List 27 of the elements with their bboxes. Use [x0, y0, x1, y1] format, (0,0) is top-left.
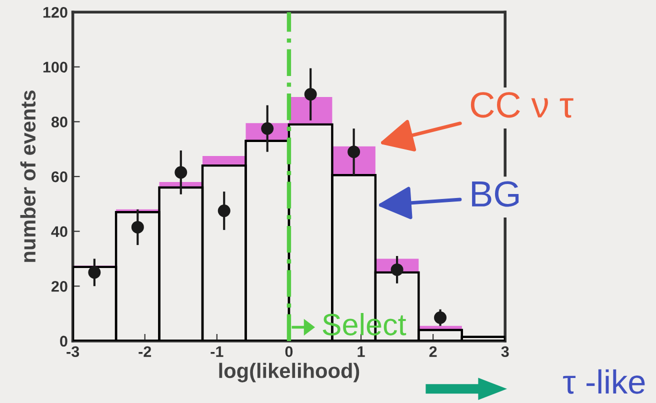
x-tick-label: -3 — [66, 346, 80, 358]
y-tick-label: 100 — [43, 62, 68, 73]
text: τ -like — [563, 369, 645, 394]
x-tick-label: 1 — [358, 346, 365, 357]
y-tick-label: 40 — [51, 226, 68, 238]
x-tick-label: -2 — [138, 346, 152, 357]
x-tick-label: -1 — [210, 346, 224, 357]
point — [348, 146, 360, 158]
text: CC ν τ — [470, 92, 574, 118]
point — [174, 166, 188, 179]
point — [88, 266, 101, 279]
text: BG — [472, 181, 519, 207]
point — [131, 220, 144, 234]
point — [390, 263, 404, 276]
y-tick-label: 80 — [51, 116, 68, 128]
x-tick-label: 3 — [501, 346, 509, 358]
y-tick-label: 20 — [51, 281, 68, 292]
y-tick-label: 120 — [43, 6, 68, 18]
x-axis-title: log(likelihood) — [219, 362, 360, 382]
y-tick-label: 0 — [60, 336, 68, 347]
point — [434, 311, 447, 324]
point — [218, 204, 230, 218]
point — [304, 88, 317, 101]
x-tick-label: 0 — [285, 346, 293, 358]
y-tick-label: 60 — [52, 171, 68, 182]
x-tick-label: 2 — [429, 346, 437, 357]
y-axis-title: number of events — [20, 90, 36, 262]
